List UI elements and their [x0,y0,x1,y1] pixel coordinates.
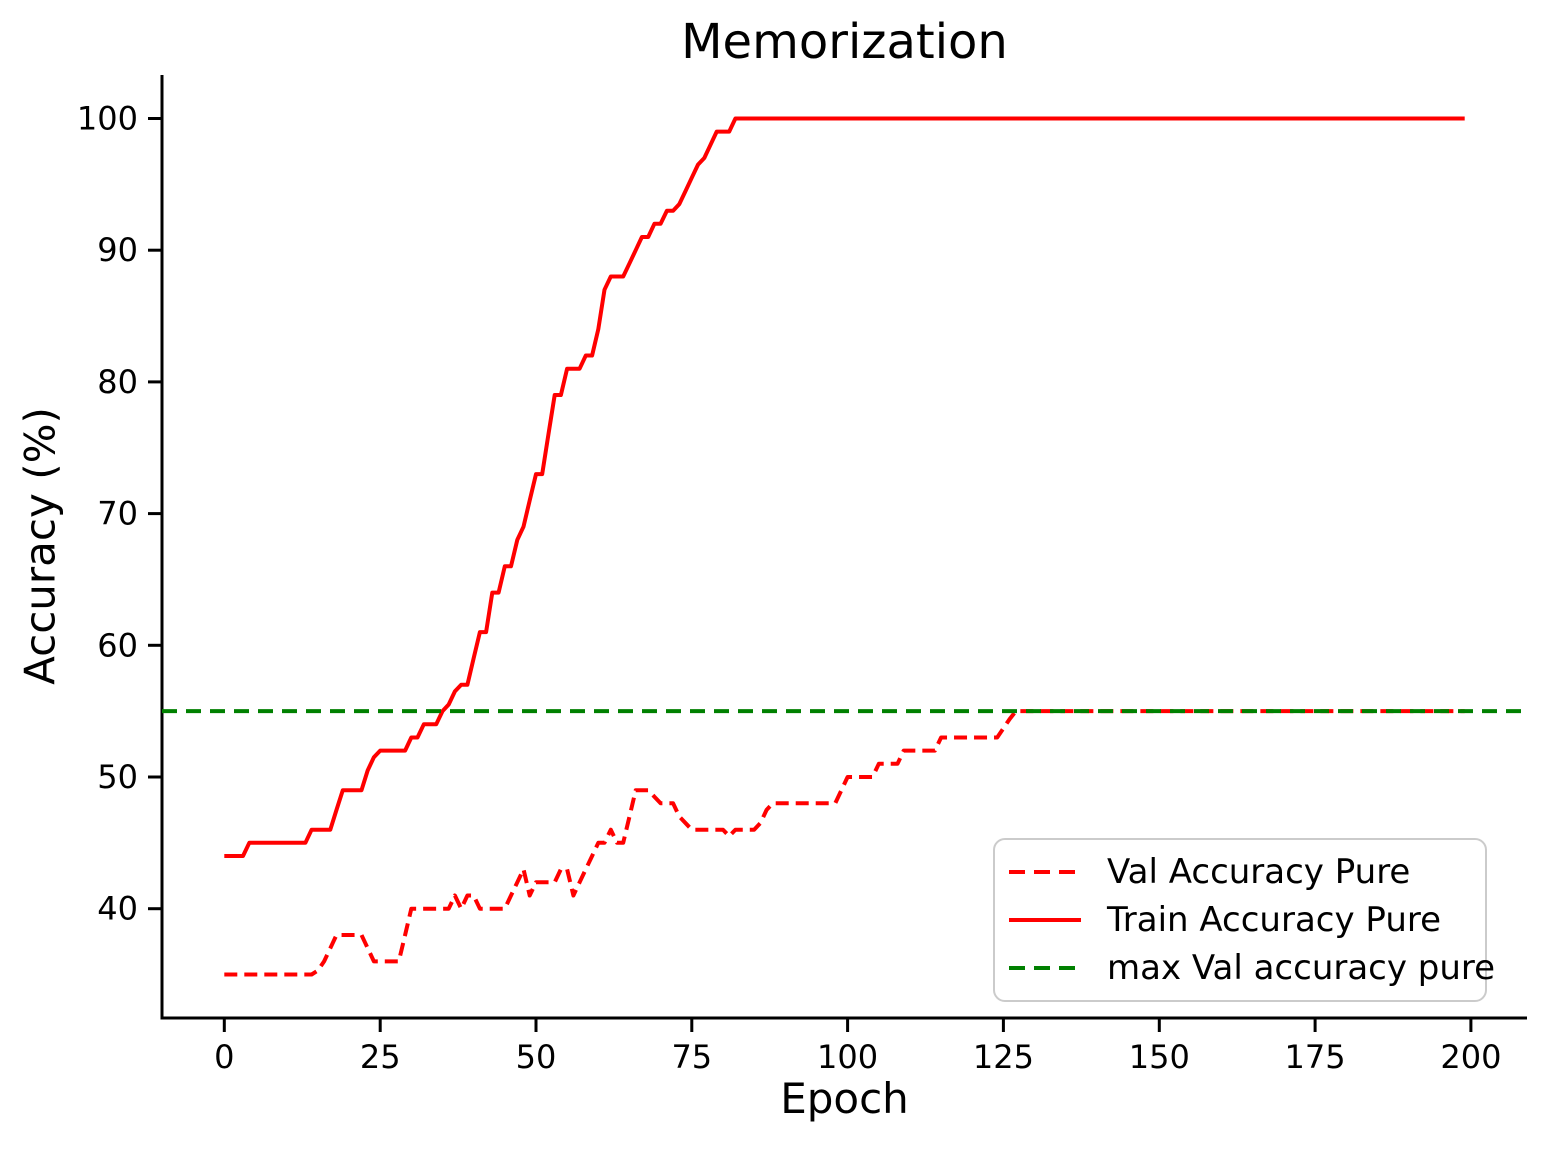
x-tick-label: 125 [973,1038,1034,1076]
x-tick-label: 175 [1285,1038,1346,1076]
x-tick-label: 0 [214,1038,234,1076]
series-line-0 [224,709,1465,977]
series-line-1 [224,116,1465,858]
legend-item-maxval: max Val accuracy pure [1009,948,1495,988]
x-tick-label: 25 [360,1038,401,1076]
y-tick-label: 40 [97,890,138,928]
y-tick-label: 90 [97,231,138,269]
legend-label-maxval: max Val accuracy pure [1107,948,1496,988]
y-axis-label: Accuracy (%) [15,407,65,685]
y-tick-label: 80 [97,363,138,401]
x-tick-label: 100 [817,1038,878,1076]
legend-item-val: Val Accuracy Pure [1009,852,1485,892]
chart-title: Memorization [681,14,1008,70]
x-tick-label: 50 [516,1038,557,1076]
legend-item-train: Train Accuracy Pure [1009,900,1485,940]
legend-dashed-line-icon [1009,870,1081,874]
legend-dashed-line-icon [1009,966,1081,970]
x-tick-label: 200 [1440,1038,1501,1076]
legend-solid-line-icon [1009,918,1081,922]
legend-label-train: Train Accuracy Pure [1107,900,1442,940]
x-tick-label: 150 [1129,1038,1190,1076]
x-axis-label: Epoch [780,1074,909,1123]
y-tick-label: 50 [97,758,138,796]
x-tick-label: 75 [671,1038,712,1076]
y-tick-label: 70 [97,495,138,533]
legend-label-val: Val Accuracy Pure [1107,852,1411,892]
y-tick-label: 60 [97,626,138,664]
y-tick-label: 100 [77,100,138,138]
legend: Val Accuracy Pure Train Accuracy Pure ma… [993,838,1495,1002]
